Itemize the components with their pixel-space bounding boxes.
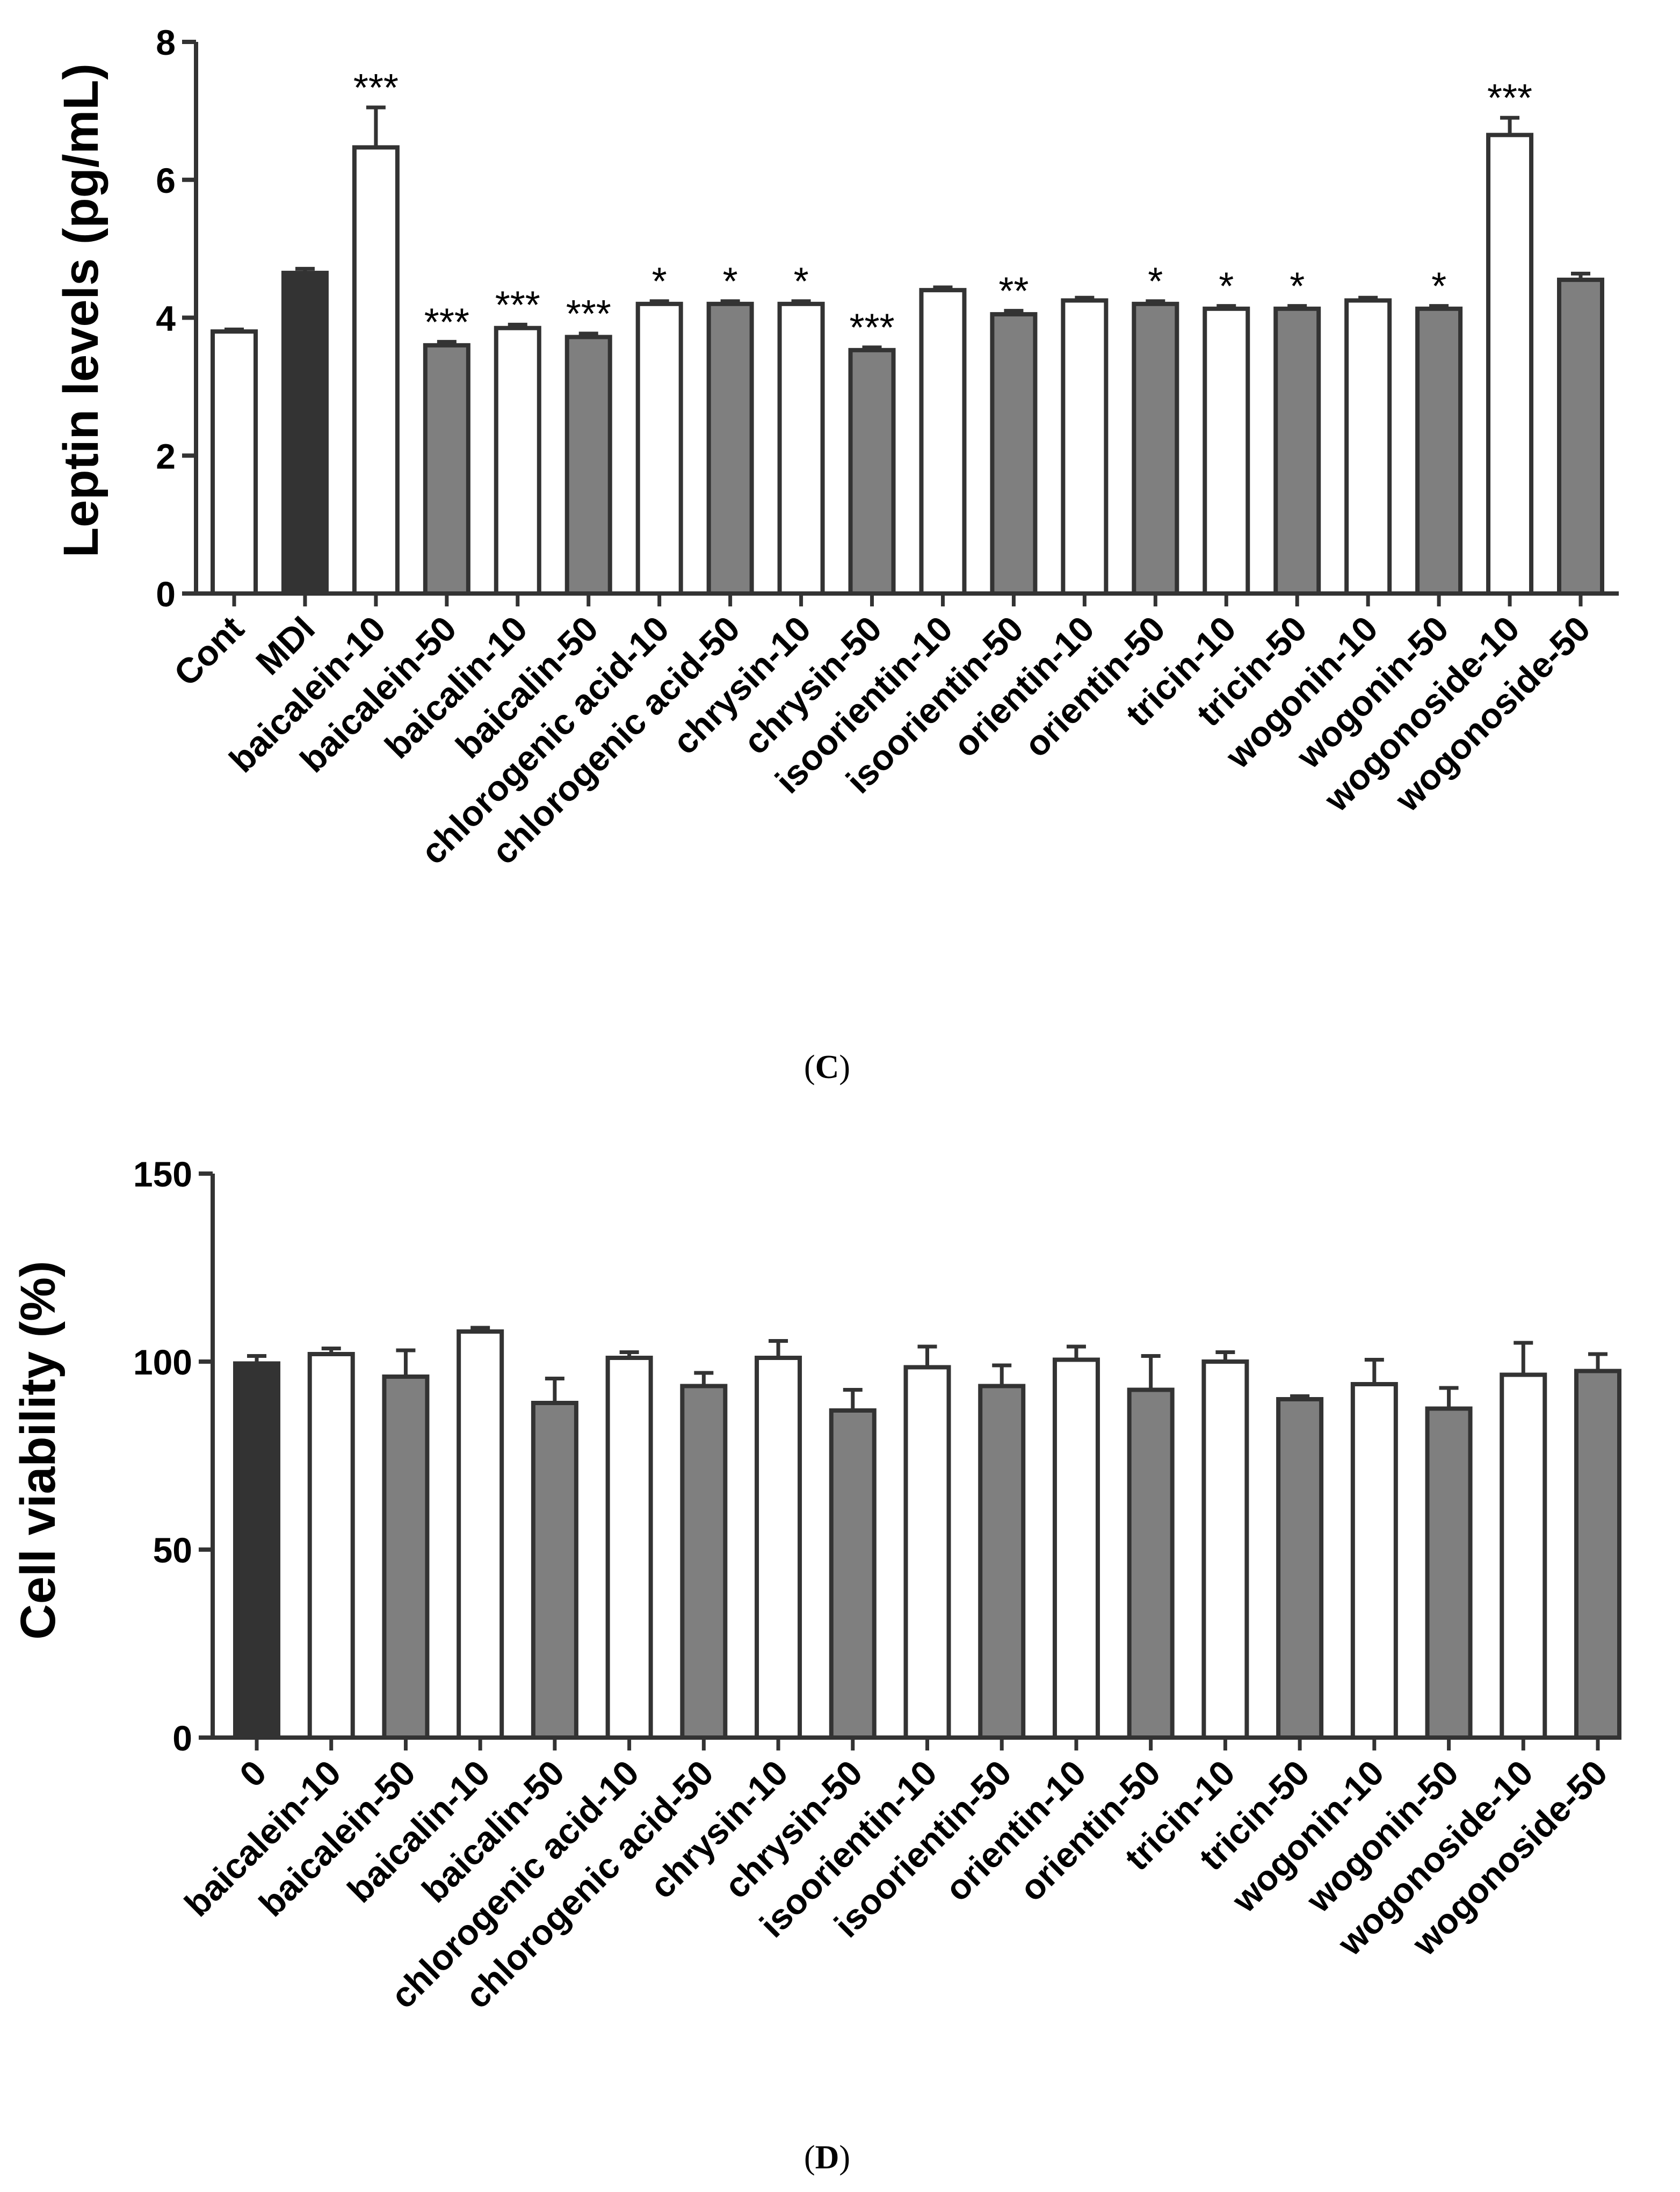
bar-orientin-10 bbox=[1061, 298, 1109, 596]
error-bar bbox=[1500, 115, 1520, 135]
error-bar bbox=[843, 1388, 863, 1410]
bar-baicalin-10 bbox=[457, 1329, 504, 1740]
panel-c-category-labels: ContMDIbaicalein-10baicalein-50baicalin-… bbox=[166, 609, 1598, 872]
bar-chlorogenic-acid-50 bbox=[680, 1384, 728, 1740]
error-bar bbox=[545, 1377, 564, 1403]
bar-wogonoside-10 bbox=[1500, 1372, 1547, 1740]
bar-tricin-10 bbox=[1203, 306, 1250, 596]
bar-baicalein-50 bbox=[423, 343, 470, 596]
error-bar bbox=[396, 1348, 416, 1377]
bar-chrysin-50 bbox=[829, 1408, 877, 1740]
error-bar bbox=[694, 1371, 714, 1386]
error-bar bbox=[769, 1339, 788, 1358]
error-bar bbox=[992, 1363, 1012, 1386]
y-tick-label: 6 bbox=[156, 161, 176, 200]
bar-tricin-10 bbox=[1201, 1359, 1249, 1740]
panel-c-axes: 0 2 4 6 8 bbox=[156, 23, 1619, 614]
significance-marker: * bbox=[794, 261, 809, 303]
panel-d-bars bbox=[233, 1326, 1621, 1740]
significance-marker: *** bbox=[566, 293, 611, 336]
significance-marker: * bbox=[1431, 265, 1446, 308]
panel-d-cell-viability-chart: Cell viability (%) 0 50 100 150 0baicalein-… bbox=[11, 1154, 1621, 2176]
y-tick-label: 150 bbox=[133, 1154, 192, 1194]
bar-MDI bbox=[281, 271, 329, 596]
significance-marker: *** bbox=[424, 301, 469, 344]
bar-orientin-10 bbox=[1052, 1357, 1100, 1740]
panel-d-category-labels: 0baicalein-10baicalein-50baicalin-10baic… bbox=[177, 1753, 1615, 2016]
significance-marker: *** bbox=[1487, 77, 1532, 120]
bar-tricin-50 bbox=[1276, 1397, 1324, 1740]
y-tick-label: 0 bbox=[172, 1718, 192, 1758]
panel-d-axes: 0 50 100 150 bbox=[133, 1154, 1619, 1758]
bar-0 bbox=[233, 1361, 280, 1740]
significance-marker: *** bbox=[849, 307, 894, 350]
bar-orientin-50 bbox=[1127, 1387, 1175, 1740]
bar-Cont bbox=[211, 329, 258, 596]
bar-wogonin-50 bbox=[1415, 306, 1463, 596]
panel-c-bars: ****** *** **** * ****** * * * **** bbox=[211, 67, 1604, 596]
bar-baicalin-50 bbox=[531, 1401, 578, 1740]
y-tick-label: 50 bbox=[153, 1530, 192, 1570]
bar-baicalein-10 bbox=[307, 1352, 355, 1740]
significance-marker: * bbox=[652, 261, 667, 303]
bar-wogonoside-50 bbox=[1557, 277, 1604, 596]
bar-wogonoside-10 bbox=[1486, 133, 1534, 596]
panel-d-label: (D) bbox=[804, 2139, 850, 2176]
bar-isoorientin-50 bbox=[978, 1384, 1026, 1740]
y-tick-label: 4 bbox=[156, 299, 176, 338]
error-bar bbox=[1514, 1341, 1533, 1375]
bar-wogonin-50 bbox=[1425, 1406, 1473, 1740]
x-tick-label: 0 bbox=[232, 1753, 274, 1795]
y-tick-label: 0 bbox=[156, 574, 176, 614]
bar-baicalin-10 bbox=[494, 325, 541, 596]
significance-marker: * bbox=[1219, 265, 1234, 308]
bar-tricin-50 bbox=[1273, 306, 1321, 596]
y-tick-label: 2 bbox=[156, 436, 176, 476]
error-bar bbox=[917, 1344, 937, 1368]
bar-chrysin-50 bbox=[848, 348, 896, 596]
x-tick-label: Cont bbox=[166, 609, 251, 694]
bar-wogonin-10 bbox=[1344, 298, 1392, 596]
error-bar bbox=[366, 105, 386, 148]
bar-chlorogenic-acid-50 bbox=[706, 301, 754, 596]
significance-marker: *** bbox=[353, 67, 399, 110]
panel-c-y-axis-title: Leptin levels (pg/mL) bbox=[54, 63, 108, 558]
bar-chlorogenic-acid-10 bbox=[605, 1356, 653, 1740]
bar-chlorogenic-acid-10 bbox=[635, 301, 683, 596]
bar-isoorientin-10 bbox=[919, 288, 967, 596]
bar-wogonin-10 bbox=[1350, 1382, 1398, 1740]
bar-chrysin-10 bbox=[755, 1356, 802, 1740]
bar-baicalein-50 bbox=[382, 1374, 430, 1740]
error-bar bbox=[1066, 1344, 1086, 1360]
significance-marker: * bbox=[1290, 265, 1305, 308]
significance-marker: * bbox=[723, 261, 738, 303]
y-tick-label: 100 bbox=[133, 1342, 192, 1382]
bar-wogonoside-50 bbox=[1574, 1369, 1621, 1740]
significance-marker: * bbox=[1148, 261, 1163, 303]
bar-isoorientin-10 bbox=[903, 1365, 951, 1740]
panel-c-label: (C) bbox=[804, 1049, 850, 1086]
error-bar bbox=[1588, 1352, 1607, 1371]
significance-marker: *** bbox=[495, 284, 540, 327]
y-tick-label: 8 bbox=[156, 23, 176, 62]
bar-baicalin-50 bbox=[564, 335, 612, 596]
bar-orientin-50 bbox=[1132, 301, 1179, 596]
bar-isoorientin-50 bbox=[990, 312, 1038, 596]
significance-marker: ** bbox=[998, 270, 1029, 313]
panel-d-y-axis-title: Cell viability (%) bbox=[11, 1261, 66, 1640]
error-bar bbox=[1439, 1386, 1459, 1409]
error-bar bbox=[1141, 1354, 1161, 1390]
bar-baicalein-10 bbox=[352, 145, 400, 596]
error-bar bbox=[1364, 1358, 1384, 1384]
panel-c-leptin-chart: Leptin levels (pg/mL) ****** *** **** * ****… bbox=[54, 23, 1619, 1086]
bar-chrysin-10 bbox=[777, 301, 825, 596]
